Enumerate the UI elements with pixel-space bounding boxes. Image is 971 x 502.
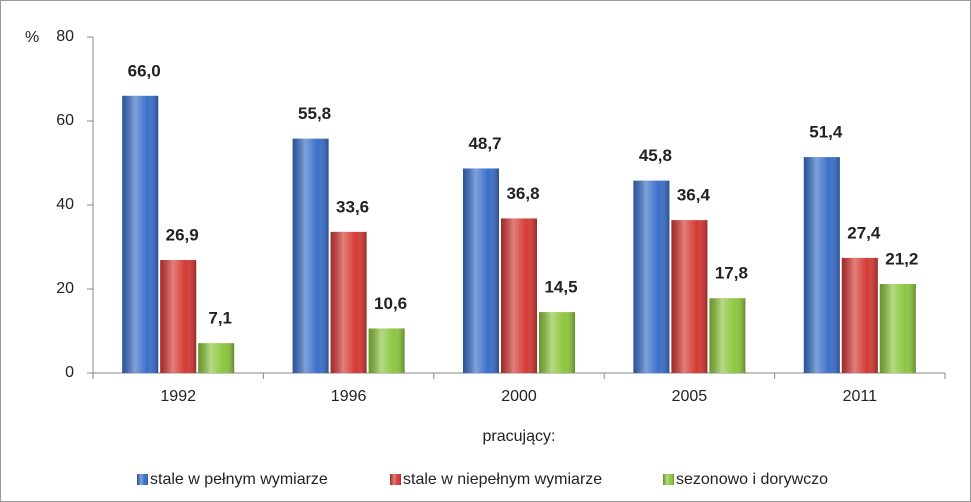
value-label: 27,4 [847,223,881,242]
x-tick-label: 2011 [843,388,878,405]
legend-label: stale w niepełnym wymiarze [403,471,602,488]
bar-shine [330,231,367,373]
value-label: 48,7 [468,134,501,153]
bar-shine [633,180,670,373]
bar-shine [803,157,840,373]
value-label: 14,5 [544,278,577,297]
bar-shine [292,138,329,373]
legend-swatch-shine [137,474,148,485]
bar-shine [671,220,708,373]
x-axis-label: pracujący: [483,428,556,445]
value-label: 33,6 [336,197,369,216]
legend-label: sezonowo i dorywczo [676,471,828,488]
y-tick-label: 80 [56,28,74,45]
x-tick-label: 2005 [672,388,708,405]
x-tick-label: 1996 [331,388,367,405]
bar-shine [122,95,159,374]
value-label: 7,1 [208,309,232,328]
y-tick-label: 60 [56,112,74,129]
value-label: 45,8 [639,146,672,165]
legend-swatch-shine [663,474,674,485]
bar-shine [368,328,405,373]
bar-shine [463,168,499,373]
y-tick-label: 40 [56,196,74,213]
y-tick-label: 0 [65,364,74,381]
x-tick-label: 1992 [160,388,196,405]
value-label: 36,4 [677,186,711,205]
bar-shine [879,283,916,373]
legend-swatch-shine [390,474,401,485]
value-label: 66,0 [128,61,161,80]
value-label: 21,2 [885,249,918,268]
x-tick-label: 2000 [501,388,537,405]
bar-shine [709,298,746,373]
y-axis-label: % [25,29,39,46]
value-label: 51,4 [809,123,843,142]
y-tick-label: 20 [56,280,74,297]
value-label: 10,6 [374,294,407,313]
bar-shine [841,257,878,373]
value-label: 55,8 [298,104,331,123]
bar-shine [539,312,575,373]
value-label: 26,9 [166,226,199,245]
value-label: 36,8 [506,184,539,203]
bar-shine [198,343,235,373]
bar-shine [501,218,537,373]
legend-label: stale w pełnym wymiarze [150,471,328,488]
bar-shine [160,260,197,373]
value-label: 17,8 [715,264,748,283]
